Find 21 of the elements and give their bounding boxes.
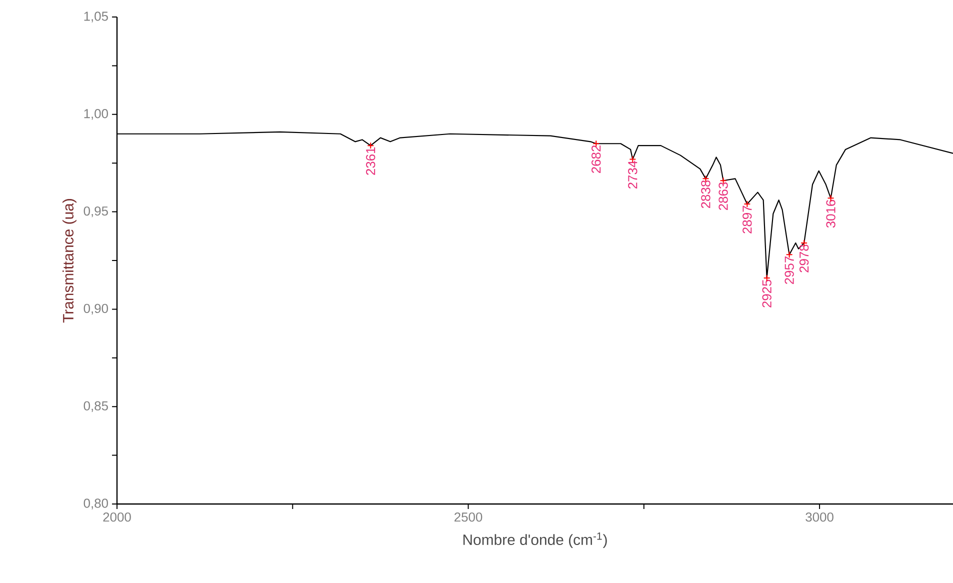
x-axis-title: Nombre d'onde (cm$^{-1}$) (463, 532, 607, 548)
annotation: 2361 (366, 147, 376, 175)
annotation: 3016 (826, 200, 836, 228)
x-tick-label: 3000 (806, 512, 834, 522)
y-tick-label: 0,85 (84, 401, 108, 412)
x-tick-label: 2000 (103, 512, 131, 522)
annotation: 2957 (784, 256, 794, 284)
annotation: 2838 (701, 180, 710, 208)
y-tick-label: 1,00 (84, 109, 108, 120)
y-tick-label: 0,90 (84, 304, 108, 315)
y-axis-title: Transmittance (ua) (62, 199, 76, 323)
annotation: 2897 (742, 206, 752, 234)
y-tick-label: 0,80 (84, 498, 108, 510)
annotation: 2863 (718, 182, 728, 210)
annotation: 2978 (799, 244, 809, 272)
y-tick-label: 0,95 (84, 206, 108, 218)
annotation: 2682 (592, 145, 601, 173)
annotation: 2734 (628, 160, 638, 189)
x-tick-label: 2500 (454, 512, 482, 522)
annotation: 2925 (762, 280, 772, 308)
y-tick-label: 1,05 (84, 12, 108, 22)
